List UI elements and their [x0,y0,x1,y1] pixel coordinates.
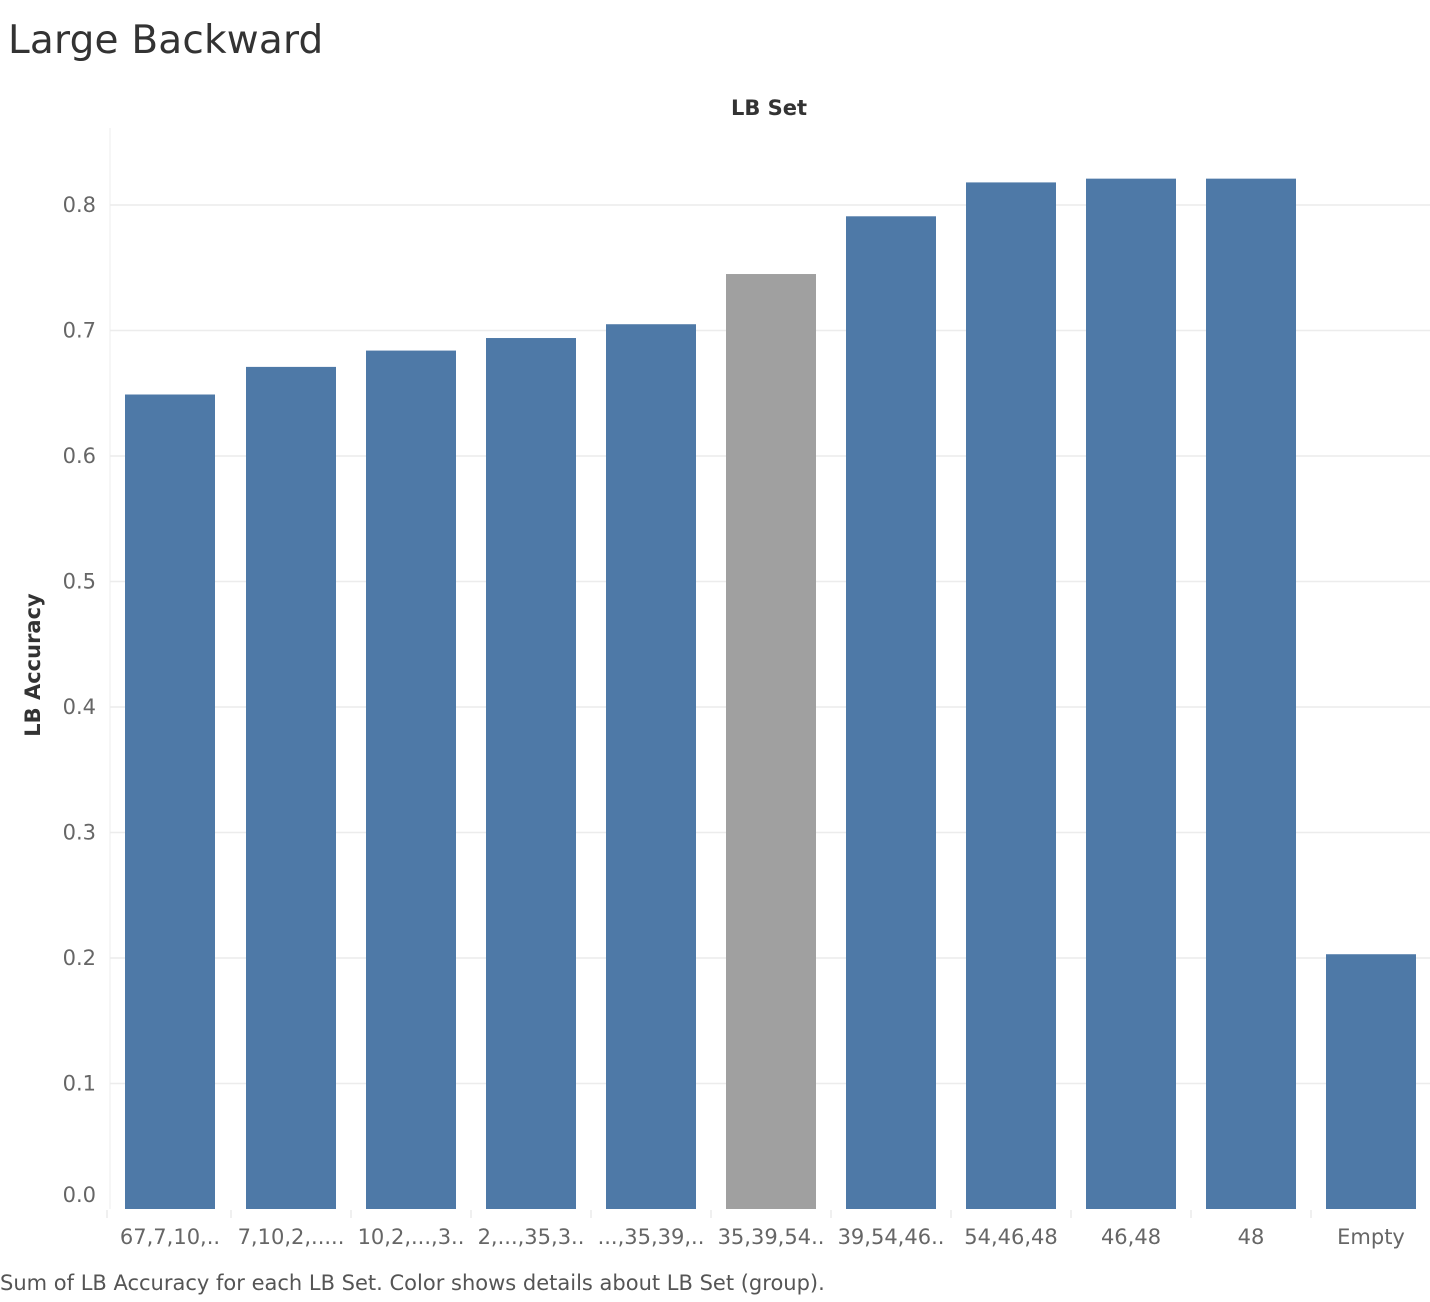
bar [726,274,816,1209]
chart-caption: Sum of LB Accuracy for each LB Set. Colo… [0,1271,825,1295]
x-tick-label: 46,48 [1101,1225,1161,1249]
x-tick-label: Empty [1337,1225,1405,1249]
y-tick-label: 0.8 [63,193,96,217]
chart-title: Large Backward [8,18,324,63]
x-tick-label: 7,10,2,..... [238,1225,345,1249]
x-tick-label: 2,...,35,3.. [478,1225,585,1249]
bar-chart: 0.0 0.1 0.2 0.3 0.4 0.5 0.6 0.7 0.8 67,7,10,.. 7,… [21,96,1430,1249]
bar [486,338,576,1209]
bar [1206,178,1296,1209]
y-tick-label: 0.0 [63,1183,96,1207]
y-axis-title: LB Accuracy [21,593,45,737]
y-tick-label: 0.4 [63,695,96,719]
x-tick-label: 54,46,48 [964,1225,1058,1249]
x-tick-label: 35,39,54.. [718,1225,825,1249]
bar [246,366,336,1209]
y-tick-label: 0.6 [63,444,96,468]
y-tick-label: 0.7 [63,319,96,343]
x-tick-label: 48 [1238,1225,1265,1249]
x-tick-label: ...,35,39,.. [598,1225,705,1249]
x-tick-label: 67,7,10,.. [120,1225,220,1249]
x-tick-label: 10,2,...,3.. [358,1225,465,1249]
x-axis-ticks: 67,7,10,.. 7,10,2,..... 10,2,...,3.. 2,...,… [106,1210,1405,1249]
bar [125,394,215,1209]
bar [1086,178,1176,1209]
bar [366,350,456,1210]
y-tick-label: 0.2 [63,946,96,970]
bar [846,216,936,1210]
y-tick-label: 0.5 [63,570,96,594]
y-tick-label: 0.3 [63,821,96,845]
y-tick-label: 0.1 [63,1072,96,1096]
x-axis-title: LB Set [731,96,807,120]
bars [125,178,1416,1210]
bar [1326,954,1416,1209]
bar [606,324,696,1210]
y-axis-ticks: 0.0 0.1 0.2 0.3 0.4 0.5 0.6 0.7 0.8 [63,193,96,1207]
x-tick-label: 39,54,46.. [838,1225,945,1249]
bar [966,182,1056,1209]
